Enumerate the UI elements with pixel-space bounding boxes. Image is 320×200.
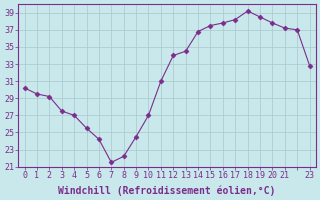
X-axis label: Windchill (Refroidissement éolien,°C): Windchill (Refroidissement éolien,°C) xyxy=(58,185,276,196)
